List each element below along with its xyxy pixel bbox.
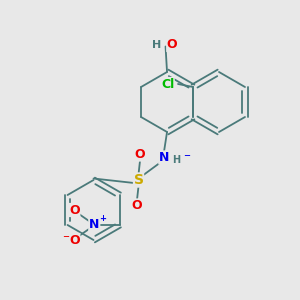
Text: O: O	[167, 38, 178, 52]
Text: N: N	[159, 151, 169, 164]
Text: O: O	[135, 148, 146, 161]
Text: S: S	[134, 173, 143, 187]
Text: −: −	[183, 152, 190, 160]
Text: +: +	[99, 214, 106, 223]
Text: N: N	[89, 218, 99, 232]
Text: H: H	[152, 40, 161, 50]
Text: H: H	[172, 155, 181, 165]
Text: Cl: Cl	[161, 77, 174, 91]
Text: −: −	[63, 232, 70, 242]
Text: O: O	[69, 233, 80, 247]
Text: O: O	[69, 203, 80, 217]
Text: O: O	[132, 199, 142, 212]
